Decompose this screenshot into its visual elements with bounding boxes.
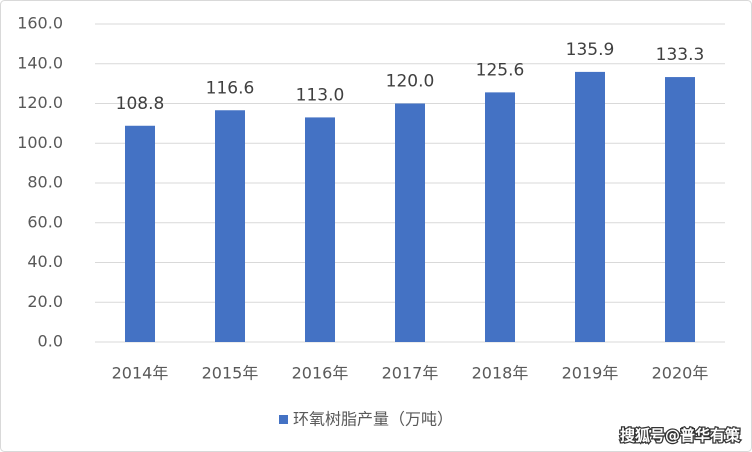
x-tick-label: 2018年 <box>472 364 529 383</box>
y-tick-label: 60.0 <box>27 212 63 231</box>
value-label: 120.0 <box>386 72 435 92</box>
value-label: 133.3 <box>656 45 705 65</box>
value-label: 116.6 <box>206 78 255 98</box>
bar <box>305 117 335 342</box>
y-tick-label: 140.0 <box>17 53 63 72</box>
value-label: 125.6 <box>476 60 525 80</box>
value-label: 108.8 <box>116 94 165 114</box>
x-tick-label: 2020年 <box>652 364 709 383</box>
x-tick-label: 2019年 <box>562 364 619 383</box>
x-tick-label: 2017年 <box>382 364 439 383</box>
y-tick-label: 20.0 <box>27 292 63 311</box>
legend-swatch <box>279 415 288 424</box>
watermark: 搜狐号@普华有策 <box>620 427 741 445</box>
bar <box>215 110 245 342</box>
x-tick-label: 2014年 <box>112 364 169 383</box>
value-label: 113.0 <box>296 85 345 105</box>
y-tick-label: 80.0 <box>27 173 63 192</box>
y-tick-label: 100.0 <box>17 133 63 152</box>
bar <box>125 125 155 342</box>
bar <box>665 77 695 342</box>
bar <box>575 71 605 343</box>
y-tick-label: 40.0 <box>27 252 63 271</box>
y-tick-label: 0.0 <box>38 332 63 351</box>
bar <box>485 92 515 343</box>
y-tick-label: 120.0 <box>17 93 63 112</box>
x-tick-label: 2015年 <box>202 364 259 383</box>
x-tick-label: 2016年 <box>292 364 349 383</box>
value-label: 135.9 <box>566 40 615 60</box>
bar <box>395 103 425 342</box>
legend-label: 环氧树脂产量（万吨） <box>293 410 453 429</box>
y-tick-label: 160.0 <box>17 14 63 33</box>
